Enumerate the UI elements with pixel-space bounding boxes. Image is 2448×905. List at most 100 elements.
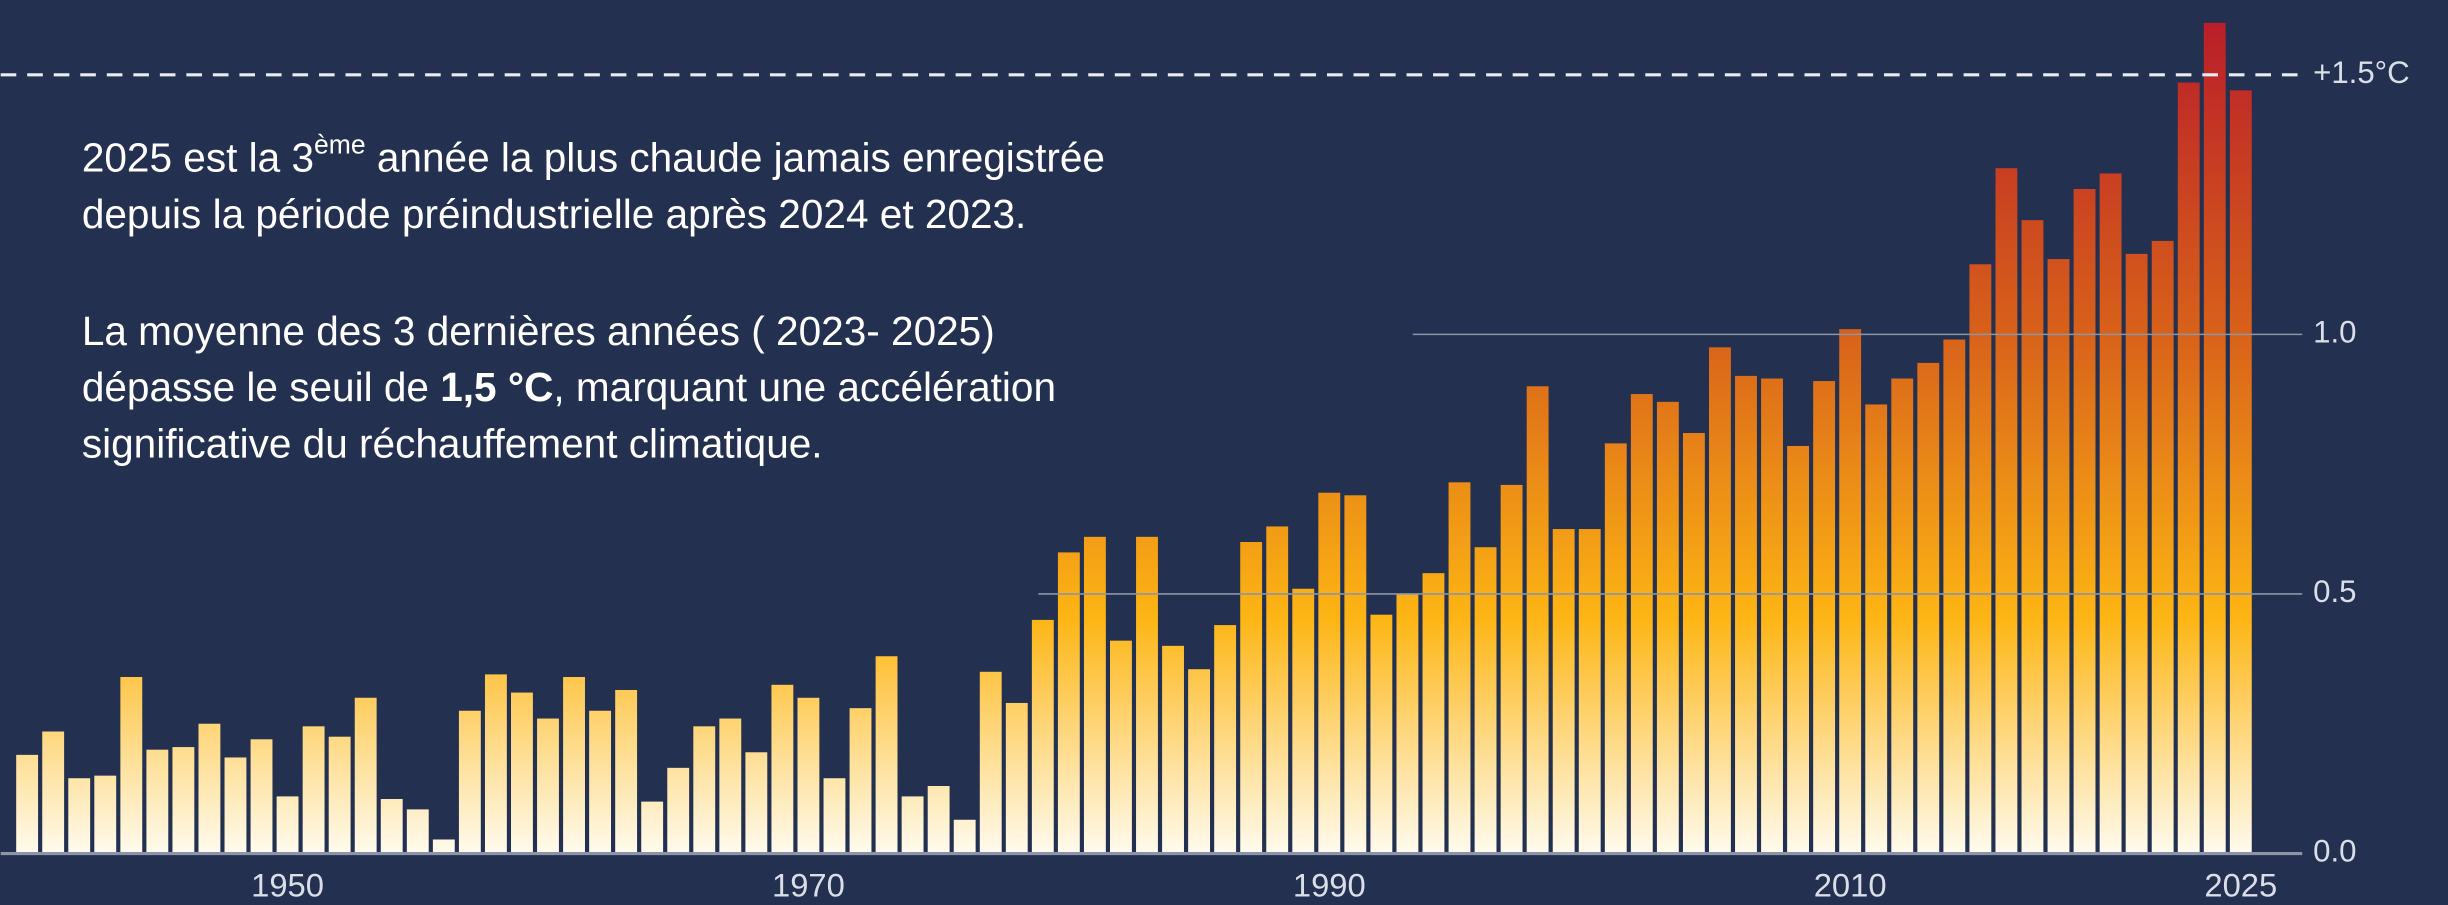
bar bbox=[250, 739, 273, 854]
bar bbox=[1292, 588, 1315, 854]
x-tick-label: 1990 bbox=[1293, 866, 1366, 903]
annotation-part: 1,5 °C bbox=[440, 364, 553, 410]
bar bbox=[172, 747, 195, 854]
bar bbox=[1761, 378, 1783, 854]
bar bbox=[589, 710, 612, 854]
bar bbox=[511, 692, 533, 854]
bar bbox=[1604, 443, 1627, 854]
bar bbox=[432, 839, 455, 854]
bar bbox=[1448, 482, 1471, 854]
bar bbox=[1214, 625, 1237, 854]
annotation-part: depuis la période préindustrielle après … bbox=[82, 191, 1027, 237]
bar bbox=[354, 697, 377, 854]
bar bbox=[927, 786, 950, 854]
bar bbox=[1917, 362, 1940, 854]
bar bbox=[42, 731, 65, 854]
bar bbox=[641, 801, 664, 854]
bar bbox=[2203, 22, 2226, 854]
annotation: La moyenne des 3 dernières années ( 2023… bbox=[82, 308, 995, 354]
bar bbox=[16, 754, 39, 854]
bar bbox=[328, 736, 351, 854]
bar bbox=[198, 723, 221, 854]
bar bbox=[458, 710, 481, 854]
bar bbox=[406, 809, 429, 854]
bar bbox=[1266, 526, 1289, 854]
bar bbox=[693, 726, 716, 854]
bar bbox=[2021, 220, 2044, 854]
annotation: depuis la période préindustrielle après … bbox=[82, 191, 1027, 237]
annotation-part: ème bbox=[314, 130, 366, 160]
bar bbox=[1500, 484, 1523, 854]
annotation-part: année la plus chaude jamais enregistrée bbox=[366, 134, 1105, 180]
y-tick-label: 0.5 bbox=[2313, 574, 2356, 609]
bar bbox=[1526, 386, 1549, 854]
bar bbox=[146, 749, 169, 854]
bar bbox=[1136, 536, 1158, 854]
bar bbox=[1552, 529, 1575, 854]
bar bbox=[979, 671, 1002, 854]
bar bbox=[1865, 404, 1888, 854]
annotation-part: , marquant une accélération bbox=[553, 364, 1056, 410]
bar bbox=[771, 684, 794, 854]
x-tick-label: 1970 bbox=[772, 866, 845, 903]
bar bbox=[875, 656, 898, 854]
bar bbox=[1162, 645, 1184, 854]
bar bbox=[2073, 188, 2096, 854]
bar bbox=[719, 718, 742, 854]
bar bbox=[1344, 495, 1367, 854]
bar bbox=[1057, 552, 1080, 854]
bar bbox=[1787, 445, 1810, 854]
bar bbox=[1578, 529, 1601, 854]
bar bbox=[797, 697, 820, 854]
bar bbox=[2047, 259, 2070, 854]
bar bbox=[1031, 619, 1054, 854]
bar bbox=[1839, 329, 1862, 854]
bar bbox=[1891, 378, 1914, 854]
bar bbox=[484, 674, 507, 854]
bar bbox=[1474, 547, 1497, 854]
bar bbox=[1083, 536, 1106, 854]
y-tick-label: +1.5°C bbox=[2313, 55, 2410, 90]
annotation: 2025 est la 3ème année la plus chaude ja… bbox=[82, 130, 1105, 181]
bar bbox=[1240, 542, 1263, 854]
annotation-part: dépasse le seuil de bbox=[82, 364, 440, 410]
bar bbox=[1656, 401, 1679, 854]
bar bbox=[953, 819, 976, 854]
bar bbox=[2125, 253, 2148, 854]
bar bbox=[1813, 381, 1836, 854]
bar bbox=[1422, 573, 1445, 854]
bar bbox=[667, 767, 690, 854]
bar bbox=[1005, 702, 1028, 854]
x-tick-label: 2010 bbox=[1814, 866, 1887, 903]
bar bbox=[745, 752, 768, 854]
bar bbox=[380, 798, 403, 854]
annotation-part: La moyenne des 3 dernières années ( 2023… bbox=[82, 308, 995, 354]
bar bbox=[276, 796, 299, 854]
bar bbox=[615, 689, 638, 854]
y-tick-label: 1.0 bbox=[2313, 315, 2356, 350]
bar bbox=[1995, 168, 2018, 854]
bar bbox=[823, 778, 846, 854]
annotation: significative du réchauffement climatiqu… bbox=[82, 420, 823, 466]
bar bbox=[1943, 339, 1966, 854]
bar bbox=[2099, 173, 2122, 854]
bar bbox=[2177, 82, 2200, 854]
annotation-part: significative du réchauffement climatiqu… bbox=[82, 420, 823, 466]
y-tick-label: 0.0 bbox=[2313, 834, 2356, 869]
bar bbox=[1735, 375, 1757, 854]
bar bbox=[2229, 90, 2252, 854]
bar bbox=[120, 676, 143, 854]
bar bbox=[302, 726, 325, 854]
bar bbox=[1682, 432, 1705, 854]
bar bbox=[224, 757, 247, 854]
bar bbox=[1396, 593, 1419, 854]
bar bbox=[1969, 264, 1992, 854]
annotation-part: 2025 est la 3 bbox=[82, 134, 314, 180]
bar bbox=[68, 778, 91, 854]
bar bbox=[1709, 347, 1731, 854]
bar bbox=[563, 676, 585, 854]
bar bbox=[1370, 614, 1393, 854]
bar bbox=[849, 708, 872, 854]
bar bbox=[2151, 240, 2174, 854]
